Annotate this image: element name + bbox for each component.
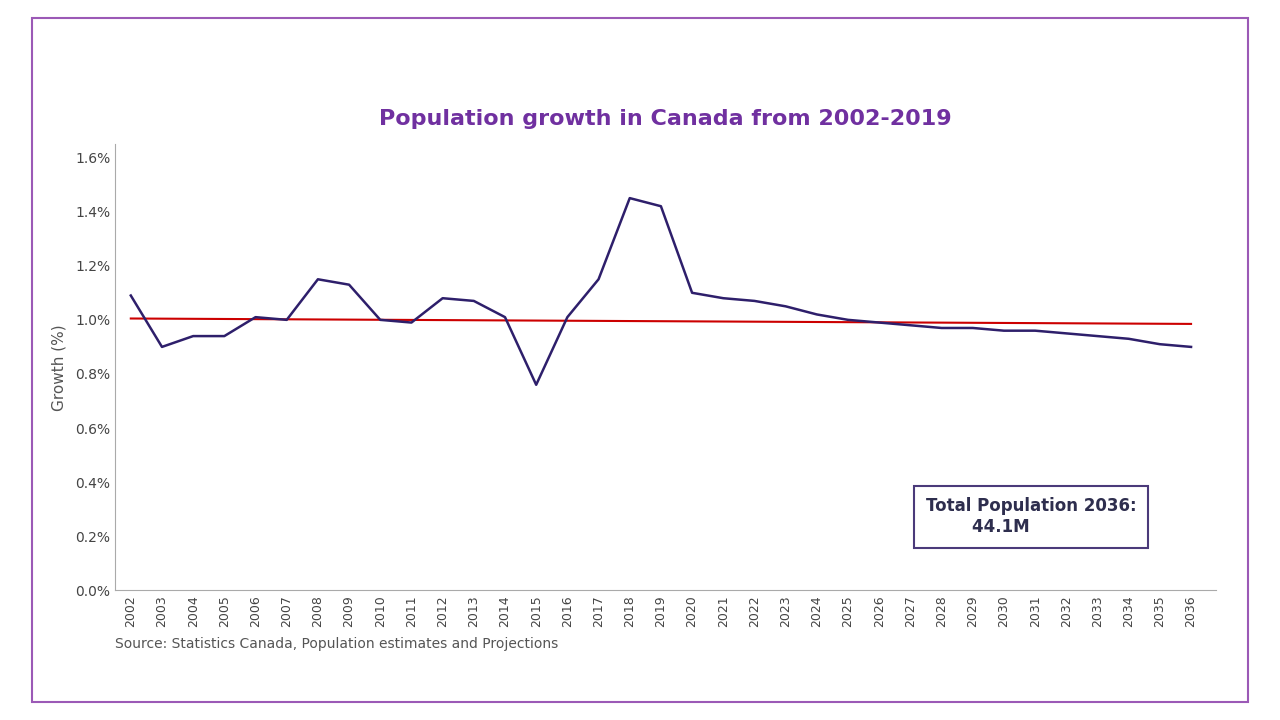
Title: Population growth in Canada from 2002-2019: Population growth in Canada from 2002-20… bbox=[379, 109, 952, 129]
Text: Source: Statistics Canada, Population estimates and Projections: Source: Statistics Canada, Population es… bbox=[115, 637, 558, 651]
Text: Total Population 2036:
        44.1M: Total Population 2036: 44.1M bbox=[925, 498, 1137, 536]
Y-axis label: Growth (%): Growth (%) bbox=[51, 324, 67, 410]
